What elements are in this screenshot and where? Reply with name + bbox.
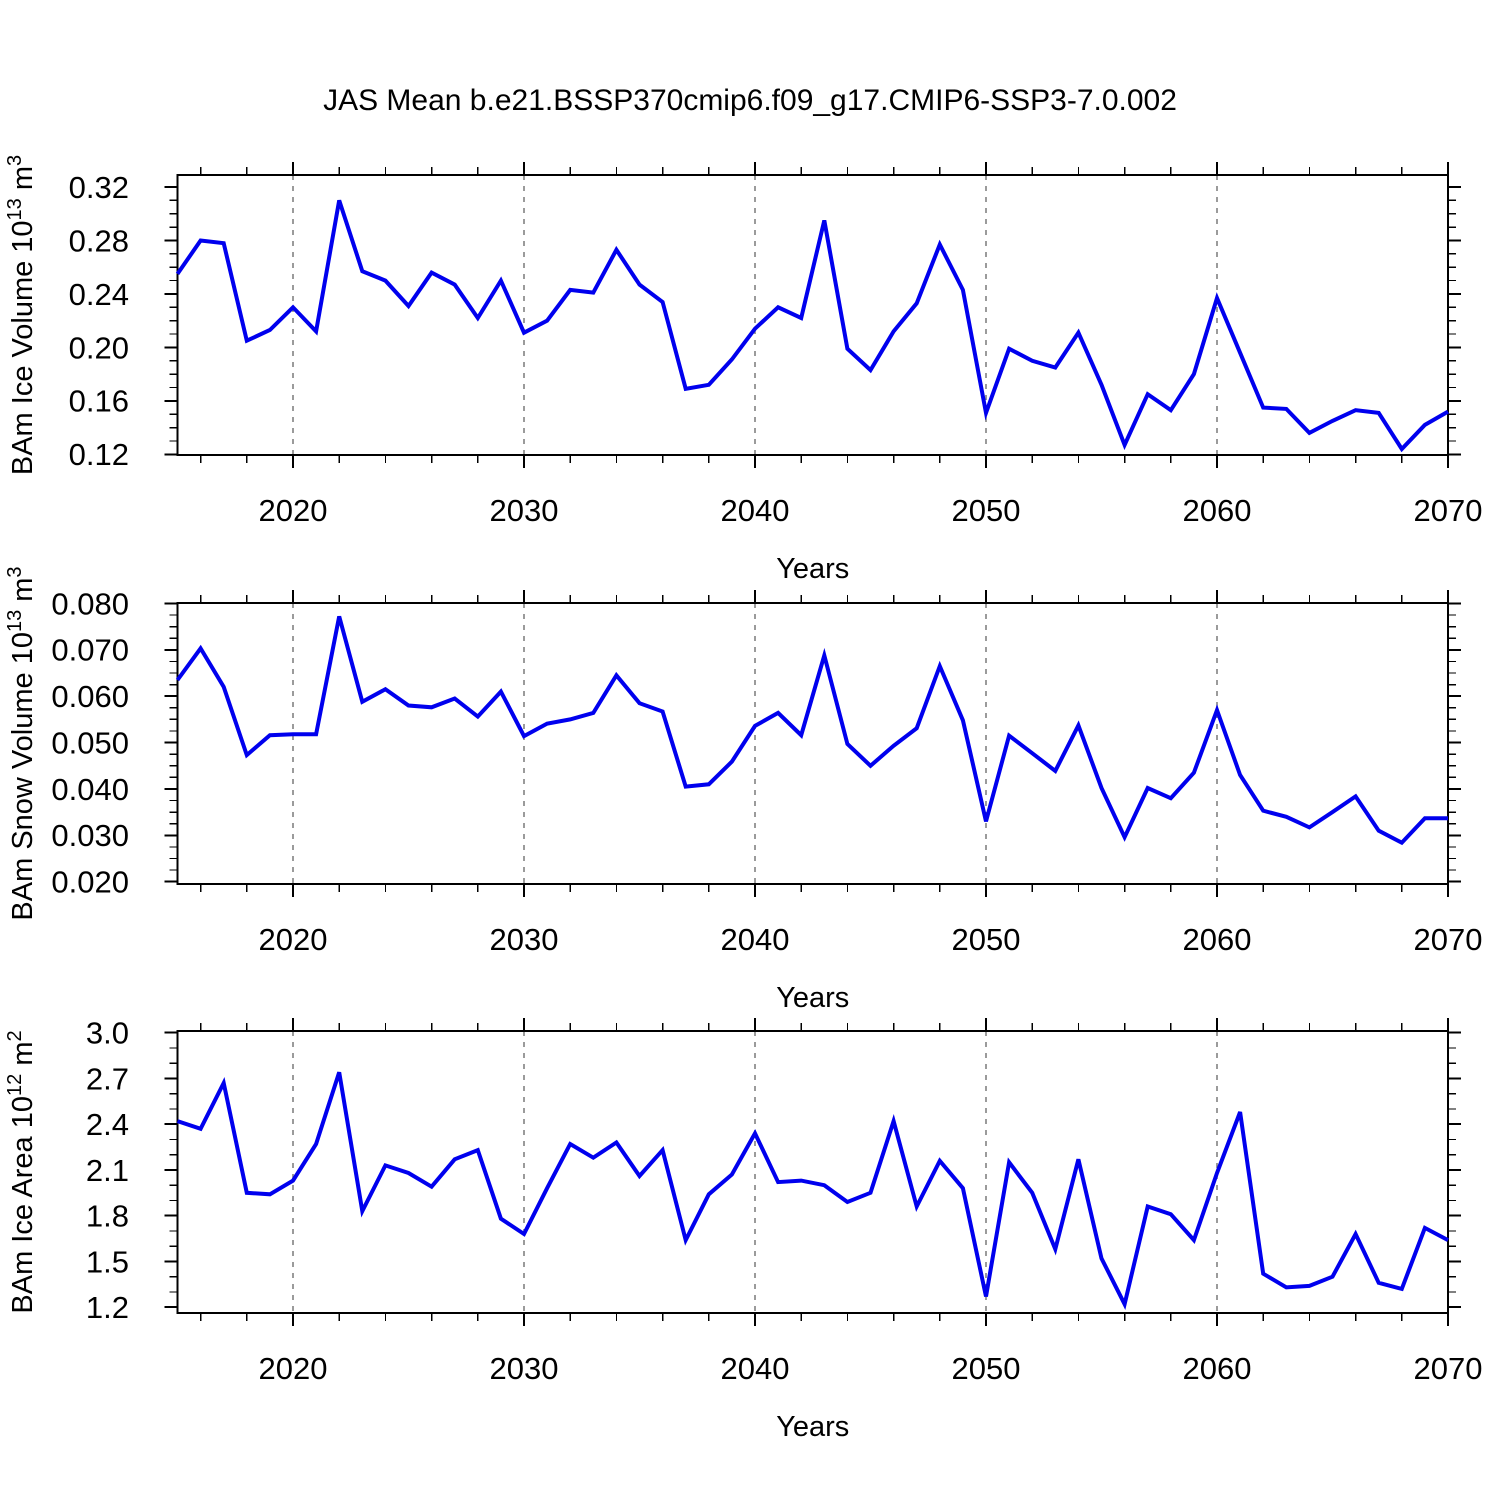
data-line-snow-volume — [175, 615, 1448, 846]
x-tick-label: 2040 — [721, 1351, 790, 1386]
x-tick-label: 2070 — [1414, 1351, 1483, 1386]
y-tick-label: 2.7 — [86, 1061, 129, 1096]
x-tick-label: 2060 — [1183, 1351, 1252, 1386]
x-tick-label: 2060 — [1183, 922, 1252, 957]
x-tick-label: 2060 — [1183, 493, 1252, 528]
y-tick-label: 0.070 — [51, 633, 129, 668]
y-tick-label: 1.5 — [86, 1244, 129, 1279]
x-tick-label: 2040 — [721, 922, 790, 957]
axis-box — [176, 1030, 1449, 1314]
chart-title: JAS Mean b.e21.BSSP370cmip6.f09_g17.CMIP… — [323, 84, 1177, 117]
x-tick-label: 2020 — [259, 1351, 328, 1386]
x-tick-label: 2020 — [259, 922, 328, 957]
y-axis-label: BAm Ice Area 1012 m2 — [4, 1030, 39, 1313]
x-tick-label: 2070 — [1414, 493, 1483, 528]
x-axis-label: Years — [776, 1411, 849, 1443]
y-tick-label: 1.2 — [86, 1290, 129, 1325]
y-tick-label: 0.040 — [51, 772, 129, 807]
data-line-ice-volume — [175, 199, 1449, 453]
x-tick-label: 2050 — [952, 1351, 1021, 1386]
y-tick-label: 0.24 — [69, 277, 129, 312]
y-axis-label: BAm Ice Volume 1013 m3 — [4, 155, 39, 475]
y-tick-label: 0.020 — [51, 865, 129, 900]
y-tick-label: 2.1 — [86, 1153, 129, 1188]
y-tick-label: 0.060 — [51, 679, 129, 714]
y-tick-label: 0.050 — [51, 725, 129, 760]
x-tick-label: 2020 — [259, 493, 328, 528]
axis-box — [176, 602, 1449, 885]
y-tick-label: 0.080 — [51, 586, 129, 621]
y-tick-label: 2.4 — [86, 1107, 129, 1142]
panel-ice-volume: 2020 2030 2040 2050 2060 2070 0.12 0.16 0.20 0.24… — [4, 155, 1482, 585]
x-tick-label: 2030 — [490, 922, 559, 957]
x-tick-label: 2050 — [952, 922, 1021, 957]
panel-snow-volume: 2020 2030 2040 2050 2060 2070 0.020 0.030 0.040 0… — [4, 566, 1482, 1014]
y-tick-label: 0.28 — [69, 223, 129, 258]
data-line-ice-area — [176, 1071, 1449, 1310]
panel-ice-area: 2020 2030 2040 2050 2060 2070 1.2 1.5 1.8 2.1 2.4 2… — [4, 1016, 1482, 1444]
x-axis-label: Years — [776, 553, 849, 585]
x-tick-label: 2040 — [721, 493, 790, 528]
y-tick-label: 0.030 — [51, 818, 129, 853]
x-tick-label: 2050 — [952, 493, 1021, 528]
axis-box — [176, 174, 1449, 456]
x-tick-label: 2070 — [1414, 922, 1483, 957]
y-tick-label: 0.12 — [69, 437, 129, 472]
y-tick-label: 0.20 — [69, 330, 129, 365]
y-tick-label: 3.0 — [86, 1016, 129, 1051]
x-axis-label: Years — [776, 982, 849, 1014]
y-tick-label: 1.8 — [86, 1199, 129, 1234]
x-tick-label: 2030 — [490, 1351, 559, 1386]
x-tick-label: 2030 — [490, 493, 559, 528]
y-axis-label: BAm Snow Volume 1013 m3 — [4, 566, 39, 920]
y-tick-label: 0.32 — [69, 170, 129, 205]
y-tick-label: 0.16 — [69, 384, 129, 419]
